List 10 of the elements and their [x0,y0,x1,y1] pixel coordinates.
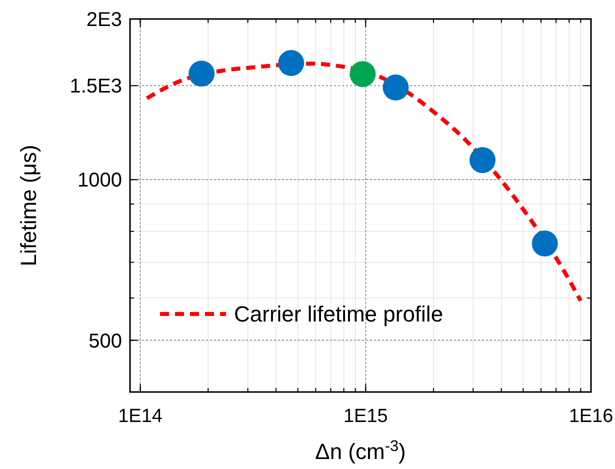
x-axis-title: Δn (cm$^{-3}$) [315,438,406,464]
y-tick-label: 2E3 [86,9,122,31]
y-tick-label: 1000 [78,170,122,192]
legend-label: Carrier lifetime profile [234,302,444,327]
y-tick-label: 1.5E3 [70,76,122,98]
x-tick-label: 1E16 [568,406,614,427]
y-axis-title: Lifetime (μs) [16,144,41,266]
x-tick-label: 1E15 [343,406,388,427]
y-tick-label: 500 [88,330,122,352]
x-tick-label: 1E14 [118,406,163,427]
